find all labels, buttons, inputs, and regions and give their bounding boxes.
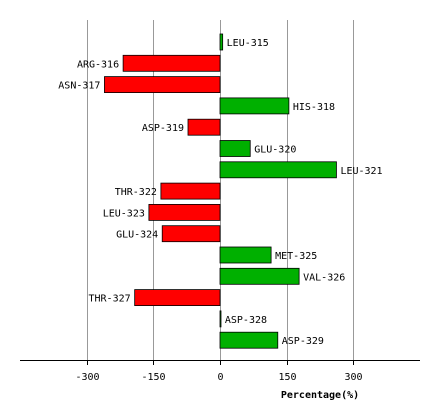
bar-asp-328 [219, 310, 222, 328]
bar-label: THR-327 [89, 294, 131, 305]
bar-label: LEU-315 [227, 38, 269, 49]
bar-thr-322 [160, 182, 221, 200]
x-tick-label: -150 [141, 372, 165, 383]
bar-leu-315 [219, 33, 224, 51]
x-tick-label: 0 [217, 372, 223, 383]
bar-label: VAL-326 [303, 272, 345, 283]
bar-label: MET-325 [275, 251, 317, 262]
bar-glu-320 [219, 140, 251, 157]
x-tick-label: 300 [344, 372, 362, 383]
bar-asp-319 [187, 118, 221, 136]
x-tick-label: -300 [75, 372, 99, 383]
bar-label: ARG-316 [77, 59, 119, 70]
bar-his-318 [219, 97, 290, 115]
bar-label: LEU-321 [340, 166, 382, 177]
bar-label: ASP-329 [282, 336, 324, 347]
bar-label: ASP-319 [142, 123, 184, 134]
x-tick-label: 150 [278, 372, 296, 383]
bar-asn-317 [104, 76, 221, 93]
bar-label: GLU-320 [254, 145, 296, 156]
bar-label: ASN-317 [58, 81, 100, 92]
x-axis-title: Percentage(%) [281, 390, 359, 401]
bar-met-325 [219, 246, 272, 264]
bar-label: LEU-323 [103, 208, 145, 219]
bars [104, 33, 337, 349]
bar-thr-327 [134, 289, 221, 307]
bar-glu-324 [161, 225, 221, 243]
bar-label: ASP-328 [225, 315, 267, 326]
bar-label: THR-322 [115, 187, 157, 198]
x-axis: -300 -150 0 150 300 [20, 360, 420, 383]
bar-label: GLU-324 [116, 230, 158, 241]
bar-val-326 [219, 267, 300, 285]
bar-arg-316 [122, 54, 221, 72]
bar-label: HIS-318 [293, 102, 335, 113]
bar-asp-329 [219, 331, 279, 349]
bar-leu-321 [219, 161, 337, 179]
bar-leu-323 [148, 203, 221, 221]
category-labels: LEU-315 ARG-316 ASN-317 HIS-318 ASP-319 GLU-3… [58, 38, 382, 347]
